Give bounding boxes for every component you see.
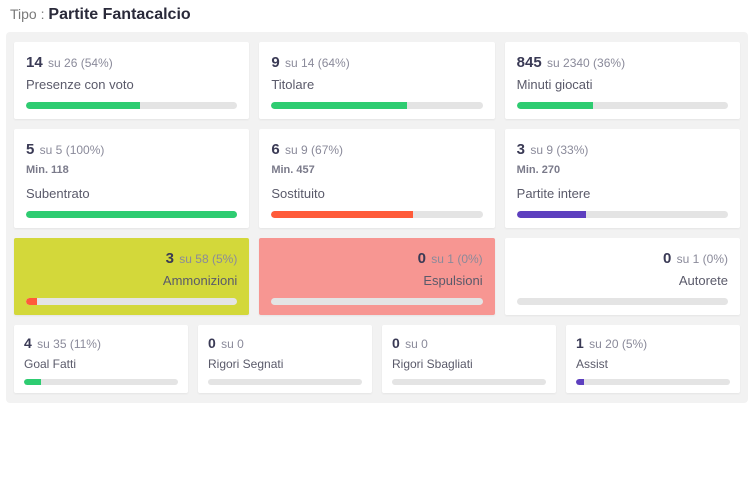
stat-value-line: 0 su 1 (0%) (517, 250, 728, 267)
stat-value-line: 0 su 0 (208, 335, 362, 351)
stat-value-line: 9 su 14 (64%) (271, 54, 482, 71)
stat-secondary-value: su 26 (54%) (45, 56, 113, 70)
progress-bar (271, 102, 482, 109)
stat-card: 3 su 58 (5%) Ammonizioni (14, 238, 249, 315)
stat-title: Goal Fatti (24, 357, 178, 371)
stat-primary-value: 5 (26, 141, 34, 158)
progress-bar (208, 379, 362, 385)
progress-fill (517, 102, 593, 109)
stat-title: Assist (576, 357, 730, 371)
stat-title: Rigori Sbagliati (392, 357, 546, 371)
stat-primary-value: 1 (576, 335, 584, 351)
stat-primary-value: 3 (517, 141, 525, 158)
stat-card: 0 su 0 Rigori Segnati (198, 325, 372, 393)
stat-value-line: 0 su 1 (0%) (271, 250, 482, 267)
stat-card: 845 su 2340 (36%) Minuti giocati (505, 42, 740, 119)
progress-fill (517, 211, 587, 218)
progress-bar (24, 379, 178, 385)
progress-bar (271, 298, 482, 305)
stat-value-line: 845 su 2340 (36%) (517, 54, 728, 71)
stat-title: Partite intere (517, 186, 728, 201)
stat-primary-value: 0 (392, 335, 400, 351)
progress-fill (576, 379, 584, 385)
progress-bar (517, 102, 728, 109)
progress-bar (26, 298, 237, 305)
stat-primary-value: 9 (271, 54, 279, 71)
stat-primary-value: 14 (26, 54, 43, 71)
stat-secondary-value: su 0 (402, 337, 428, 351)
progress-bar (517, 211, 728, 218)
stat-primary-value: 4 (24, 335, 32, 351)
progress-fill (26, 298, 37, 305)
stat-card: 1 su 20 (5%) Assist (566, 325, 740, 393)
stat-primary-value: 845 (517, 54, 542, 71)
progress-bar (271, 211, 482, 218)
stat-value-line: 5 su 5 (100%) (26, 141, 237, 158)
stat-secondary-value: su 1 (0%) (428, 252, 483, 266)
stat-subtext: Min. 457 (271, 164, 482, 176)
stat-card: 6 su 9 (67%) Min. 457 Sostituito (259, 129, 494, 228)
stat-card: 0 su 1 (0%) Autorete (505, 238, 740, 315)
progress-bar (517, 298, 728, 305)
stat-title: Ammonizioni (26, 273, 237, 288)
header-value: Partite Fantacalcio (48, 6, 190, 23)
progress-fill (26, 211, 237, 218)
row-4: 4 su 35 (11%) Goal Fatti 0 su 0 Rigori Segn… (14, 325, 740, 393)
progress-bar (26, 211, 237, 218)
stat-value-line: 14 su 26 (54%) (26, 54, 237, 71)
stat-value-line: 4 su 35 (11%) (24, 335, 178, 351)
progress-bar (26, 102, 237, 109)
stat-primary-value: 0 (663, 250, 671, 267)
stat-secondary-value: su 58 (5%) (176, 252, 237, 266)
progress-fill (26, 102, 140, 109)
stat-secondary-value: su 9 (67%) (282, 143, 343, 157)
stat-title: Titolare (271, 77, 482, 92)
stat-card: 4 su 35 (11%) Goal Fatti (14, 325, 188, 393)
stat-subtext: Min. 270 (517, 164, 728, 176)
stat-primary-value: 0 (208, 335, 216, 351)
stat-primary-value: 3 (166, 250, 174, 267)
progress-bar (392, 379, 546, 385)
stat-card: 5 su 5 (100%) Min. 118 Subentrato (14, 129, 249, 228)
stat-secondary-value: su 20 (5%) (586, 337, 647, 351)
stat-secondary-value: su 5 (100%) (36, 143, 104, 157)
stat-card: 14 su 26 (54%) Presenze con voto (14, 42, 249, 119)
progress-fill (24, 379, 41, 385)
stat-value-line: 6 su 9 (67%) (271, 141, 482, 158)
stat-title: Espulsioni (271, 273, 482, 288)
stat-title: Sostituito (271, 186, 482, 201)
progress-fill (271, 211, 413, 218)
header: Tipo : Partite Fantacalcio (0, 0, 754, 32)
stat-primary-value: 6 (271, 141, 279, 158)
row-3: 3 su 58 (5%) Ammonizioni 0 su 1 (0%) Espuls… (14, 238, 740, 315)
stat-secondary-value: su 2340 (36%) (544, 56, 625, 70)
stats-panel: 14 su 26 (54%)Presenze con voto9 su 14 (… (6, 32, 748, 403)
stat-title: Autorete (517, 273, 728, 288)
stat-card: 0 su 1 (0%) Espulsioni (259, 238, 494, 315)
stat-card: 9 su 14 (64%) Titolare (259, 42, 494, 119)
stat-title: Minuti giocati (517, 77, 728, 92)
stat-card: 3 su 9 (33%) Min. 270 Partite intere (505, 129, 740, 228)
stat-value-line: 3 su 9 (33%) (517, 141, 728, 158)
stat-card: 0 su 0 Rigori Sbagliati (382, 325, 556, 393)
stat-primary-value: 0 (418, 250, 426, 267)
stat-title: Presenze con voto (26, 77, 237, 92)
stat-value-line: 1 su 20 (5%) (576, 335, 730, 351)
stat-secondary-value: su 1 (0%) (673, 252, 728, 266)
stat-secondary-value: su 0 (218, 337, 244, 351)
stat-secondary-value: su 9 (33%) (527, 143, 588, 157)
row-1: 14 su 26 (54%) Presenze con voto 9 su 14 (… (14, 42, 740, 119)
stat-secondary-value: su 14 (64%) (282, 56, 350, 70)
header-label: Tipo : (10, 6, 48, 22)
stat-value-line: 3 su 58 (5%) (26, 250, 237, 267)
stat-secondary-value: su 35 (11%) (34, 337, 101, 351)
stat-subtext: Min. 118 (26, 164, 237, 176)
stat-title: Subentrato (26, 186, 237, 201)
stat-title: Rigori Segnati (208, 357, 362, 371)
row-2: 5 su 5 (100%) Min. 118 Subentrato 6 su 9 (6… (14, 129, 740, 228)
progress-fill (271, 102, 406, 109)
progress-bar (576, 379, 730, 385)
stat-value-line: 0 su 0 (392, 335, 546, 351)
